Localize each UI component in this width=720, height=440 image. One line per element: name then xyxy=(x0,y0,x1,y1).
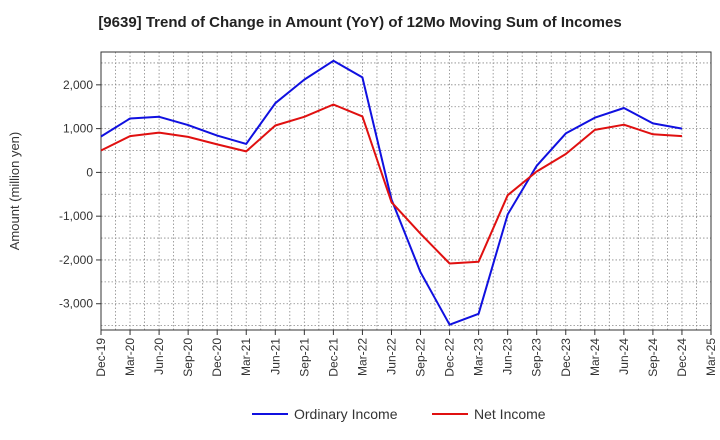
x-tick-label: Dec-23 xyxy=(559,338,573,377)
series-lines xyxy=(100,59,683,326)
legend-label: Net Income xyxy=(474,406,546,422)
x-tick-label: Dec-21 xyxy=(326,338,340,377)
x-tick-label: Jun-23 xyxy=(501,338,515,375)
x-tick-label: Sep-22 xyxy=(414,338,428,377)
x-tick-label: Mar-21 xyxy=(239,338,253,376)
x-tick-label: Jun-24 xyxy=(617,338,631,375)
x-tick-label: Jun-22 xyxy=(384,338,398,375)
plot-area xyxy=(100,51,712,331)
legend-label: Ordinary Income xyxy=(294,406,398,422)
legend: Ordinary Income Net Income xyxy=(252,406,546,422)
x-tick-label: Mar-24 xyxy=(588,338,602,376)
x-tick-label: Dec-22 xyxy=(443,338,457,377)
grid-lines xyxy=(100,52,712,330)
chart-title: [9639] Trend of Change in Amount (YoY) o… xyxy=(98,14,622,31)
y-tick-label: -1,000 xyxy=(59,209,93,223)
x-tick-label: Mar-23 xyxy=(472,338,486,376)
x-tick-label: Mar-20 xyxy=(123,338,137,376)
x-tick-label: Jun-21 xyxy=(268,338,282,375)
y-axis-label: Amount (million yen) xyxy=(7,132,22,251)
x-tick-label: Sep-24 xyxy=(646,338,660,377)
x-tick-label: Jun-20 xyxy=(152,338,166,375)
x-tick-label: Sep-20 xyxy=(181,338,195,377)
series-line-net-income xyxy=(100,103,683,265)
x-tick-label: Mar-22 xyxy=(355,338,369,376)
y-tick-label: -3,000 xyxy=(59,297,93,311)
x-tick-label: Mar-25 xyxy=(704,338,718,376)
y-tick-label: 1,000 xyxy=(63,122,93,136)
y-axis: 2,000 1,000 0 -1,000 -2,000 -3,000 xyxy=(59,78,101,311)
y-tick-label: 0 xyxy=(86,165,93,179)
y-tick-label: 2,000 xyxy=(63,78,93,92)
x-tick-label: Dec-20 xyxy=(210,338,224,377)
x-axis: Dec-19 Mar-20 Jun-20 Sep-20 Dec-20 Mar-21 Jun-… xyxy=(94,330,718,377)
y-tick-label: -2,000 xyxy=(59,253,93,267)
x-tick-label: Dec-24 xyxy=(675,338,689,377)
x-tick-label: Sep-23 xyxy=(530,338,544,377)
x-tick-label: Sep-21 xyxy=(297,338,311,377)
x-tick-label: Dec-19 xyxy=(94,338,108,377)
